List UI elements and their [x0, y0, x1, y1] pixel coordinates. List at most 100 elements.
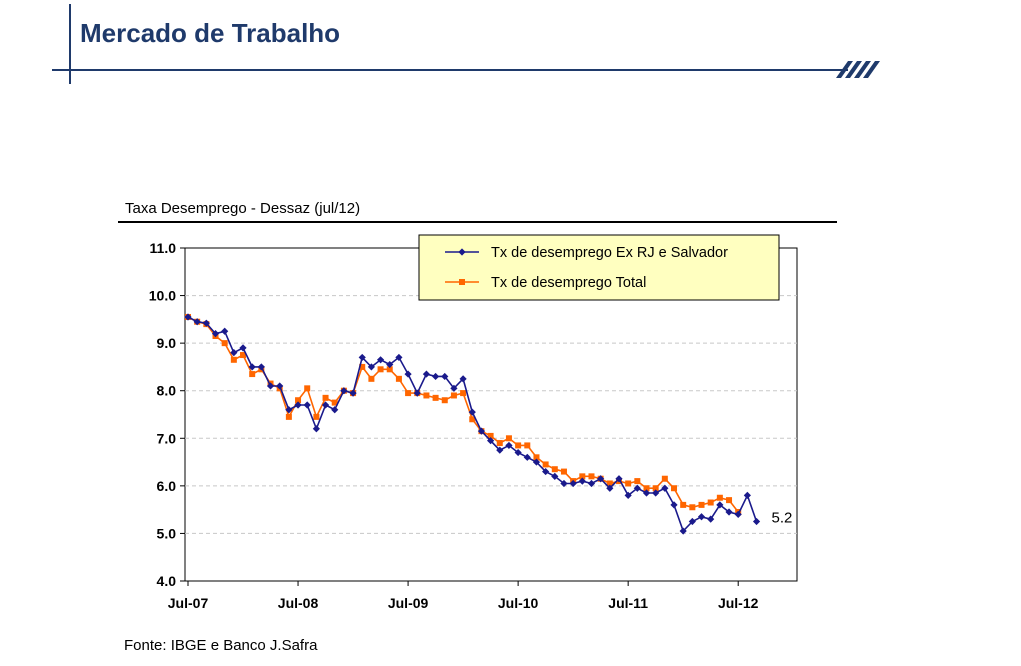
data-point-ex-rj-salvador — [184, 313, 192, 321]
data-point-ex-rj-salvador — [496, 446, 504, 454]
data-point-total — [285, 413, 292, 420]
chart-title-rule — [118, 221, 837, 223]
data-point-ex-rj-salvador — [386, 360, 394, 369]
x-tick-label: Jul-07 — [168, 595, 209, 611]
data-point-total — [295, 397, 302, 404]
data-point-ex-rj-salvador — [221, 327, 229, 335]
data-point-ex-rj-salvador — [459, 375, 467, 383]
x-tick-label: Jul-09 — [388, 595, 429, 611]
data-point-ex-rj-salvador — [431, 372, 440, 381]
data-point-ex-rj-salvador — [532, 458, 541, 466]
data-point-ex-rj-salvador — [257, 363, 265, 371]
data-point-ex-rj-salvador — [624, 491, 632, 499]
y-tick-label: 6.0 — [157, 478, 177, 494]
data-point-total — [643, 485, 650, 492]
data-point-ex-rj-salvador — [376, 356, 385, 364]
legend-box — [418, 234, 780, 301]
data-point-total — [625, 480, 632, 487]
y-tick-label: 4.0 — [157, 573, 177, 589]
data-point-total — [606, 480, 613, 487]
data-point-ex-rj-salvador — [441, 372, 449, 381]
data-point-ex-rj-salvador — [734, 510, 742, 518]
data-point-ex-rj-salvador — [230, 349, 238, 357]
data-point-total — [661, 475, 668, 482]
data-point-ex-rj-salvador — [413, 389, 421, 397]
data-point-ex-rj-salvador — [587, 479, 596, 488]
data-point-ex-rj-salvador — [285, 406, 293, 414]
data-point-ex-rj-salvador — [193, 318, 201, 326]
data-point-total — [689, 504, 696, 511]
end-value-label: 5.2 — [772, 510, 793, 527]
data-point-ex-rj-salvador — [697, 513, 706, 521]
data-point-total — [579, 473, 586, 480]
data-point-total — [698, 501, 705, 508]
data-point-ex-rj-salvador — [487, 437, 495, 445]
data-point-ex-rj-salvador — [615, 475, 623, 483]
data-point-ex-rj-salvador — [642, 489, 651, 497]
data-point-total — [680, 501, 687, 508]
data-point-ex-rj-salvador — [211, 330, 220, 338]
data-point-ex-rj-salvador — [560, 479, 568, 488]
data-point-total — [487, 432, 494, 439]
data-point-ex-rj-salvador — [358, 353, 366, 362]
data-point-total — [313, 413, 320, 420]
data-point-ex-rj-salvador — [395, 353, 403, 362]
data-point-ex-rj-salvador — [367, 363, 375, 371]
legend-label: Tx de desemprego Total — [491, 275, 646, 291]
data-point-total — [405, 390, 412, 397]
data-point-total — [716, 494, 723, 501]
x-tick-label: Jul-11 — [608, 595, 648, 611]
data-point-ex-rj-salvador — [679, 527, 687, 535]
data-point-ex-rj-salvador — [514, 448, 522, 457]
header-horizontal-rule — [52, 69, 848, 71]
y-tick-label: 5.0 — [157, 525, 177, 541]
data-point-ex-rj-salvador — [569, 479, 577, 488]
data-point-ex-rj-salvador — [578, 477, 586, 485]
data-point-ex-rj-salvador — [303, 401, 311, 409]
data-point-total — [368, 375, 375, 382]
data-point-total — [634, 478, 641, 485]
legend-marker-total — [459, 279, 465, 285]
data-point-total — [377, 366, 384, 373]
data-point-total — [505, 435, 512, 442]
y-tick-label: 8.0 — [157, 383, 177, 399]
data-point-ex-rj-salvador — [312, 425, 320, 433]
y-tick-label: 9.0 — [157, 335, 177, 351]
data-point-total — [560, 468, 567, 475]
data-point-ex-rj-salvador — [542, 467, 550, 476]
data-point-total — [524, 442, 531, 449]
data-point-ex-rj-salvador — [349, 389, 357, 397]
y-tick-label: 10.0 — [149, 288, 176, 304]
data-point-ex-rj-salvador — [652, 489, 660, 497]
data-point-total — [395, 375, 402, 382]
data-point-total — [671, 485, 678, 492]
page-title: Mercado de Trabalho — [80, 18, 341, 48]
data-point-total — [331, 399, 338, 406]
data-point-ex-rj-salvador — [688, 517, 696, 526]
data-point-ex-rj-salvador — [606, 484, 614, 492]
data-point-total — [386, 366, 393, 373]
x-tick-label: Jul-10 — [498, 595, 539, 611]
data-point-ex-rj-salvador — [743, 491, 751, 499]
data-point-ex-rj-salvador — [597, 475, 605, 483]
chart-title: Taxa Desemprego - Dessaz (jul/12) — [125, 200, 361, 217]
stripes-logo-icon — [836, 61, 880, 78]
data-point-total — [588, 473, 595, 480]
data-point-total — [652, 485, 659, 492]
data-point-total — [551, 466, 558, 473]
data-point-ex-rj-salvador — [725, 508, 733, 516]
data-point-ex-rj-salvador — [468, 408, 476, 416]
y-tick-label: 7.0 — [157, 430, 177, 446]
data-point-ex-rj-salvador — [404, 370, 412, 378]
data-point-total — [249, 371, 256, 378]
data-point-ex-rj-salvador — [716, 501, 724, 509]
data-point-ex-rj-salvador — [321, 401, 330, 409]
data-point-total — [359, 363, 366, 370]
data-point-total — [496, 440, 503, 447]
data-point-total — [450, 392, 457, 399]
data-point-ex-rj-salvador — [505, 441, 513, 450]
data-point-total — [707, 499, 714, 506]
legend-marker-ex-rj-salvador — [458, 248, 466, 256]
data-point-ex-rj-salvador — [239, 344, 247, 352]
data-point-total — [460, 390, 467, 397]
